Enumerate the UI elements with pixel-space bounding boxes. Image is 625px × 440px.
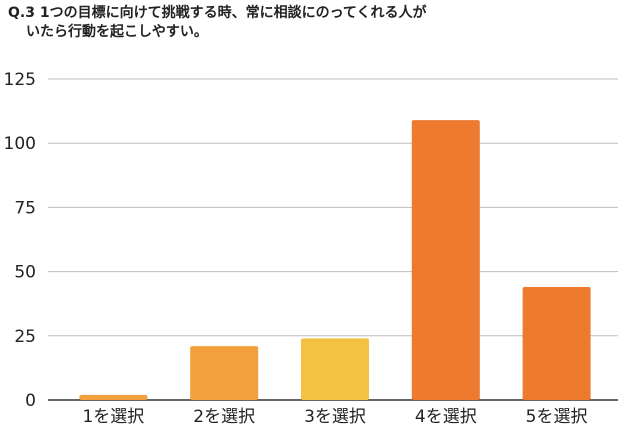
y-tick-label-0: 0: [25, 391, 36, 411]
x-tick-label-3: 3を選択: [304, 407, 366, 427]
chart-title: Q.3 1つの目標に向けて挑戦する時、常に相談にのってくれる人が いたら行動を起…: [8, 4, 608, 42]
bar-2: [190, 346, 259, 400]
x-tick-label-2: 2を選択: [193, 407, 255, 427]
y-tick-label-100: 100: [4, 134, 36, 154]
x-tick-label-5: 5を選択: [526, 407, 588, 427]
bar-5: [522, 287, 591, 400]
chart-title-line-1: Q.3 1つの目標に向けて挑戦する時、常に相談にのってくれる人が: [8, 5, 427, 21]
x-tick-label-4: 4を選択: [415, 407, 477, 427]
bar-3: [301, 338, 369, 400]
y-tick-label-75: 75: [14, 198, 36, 218]
y-tick-label-25: 25: [14, 327, 36, 347]
x-axis-ticks: 1を選択 2を選択 3を選択 4を選択 5を選択: [82, 407, 587, 427]
y-axis-ticks: 0 25 50 75 100 125: [4, 70, 36, 411]
y-tick-label-50: 50: [14, 263, 36, 283]
bar-1: [79, 394, 148, 400]
x-tick-label-1: 1を選択: [82, 407, 144, 427]
bars: [79, 120, 591, 400]
chart-title-line-2: いたら行動を起こしやすい。: [26, 24, 208, 40]
bar-4: [411, 120, 480, 400]
y-tick-label-125: 125: [4, 70, 36, 90]
